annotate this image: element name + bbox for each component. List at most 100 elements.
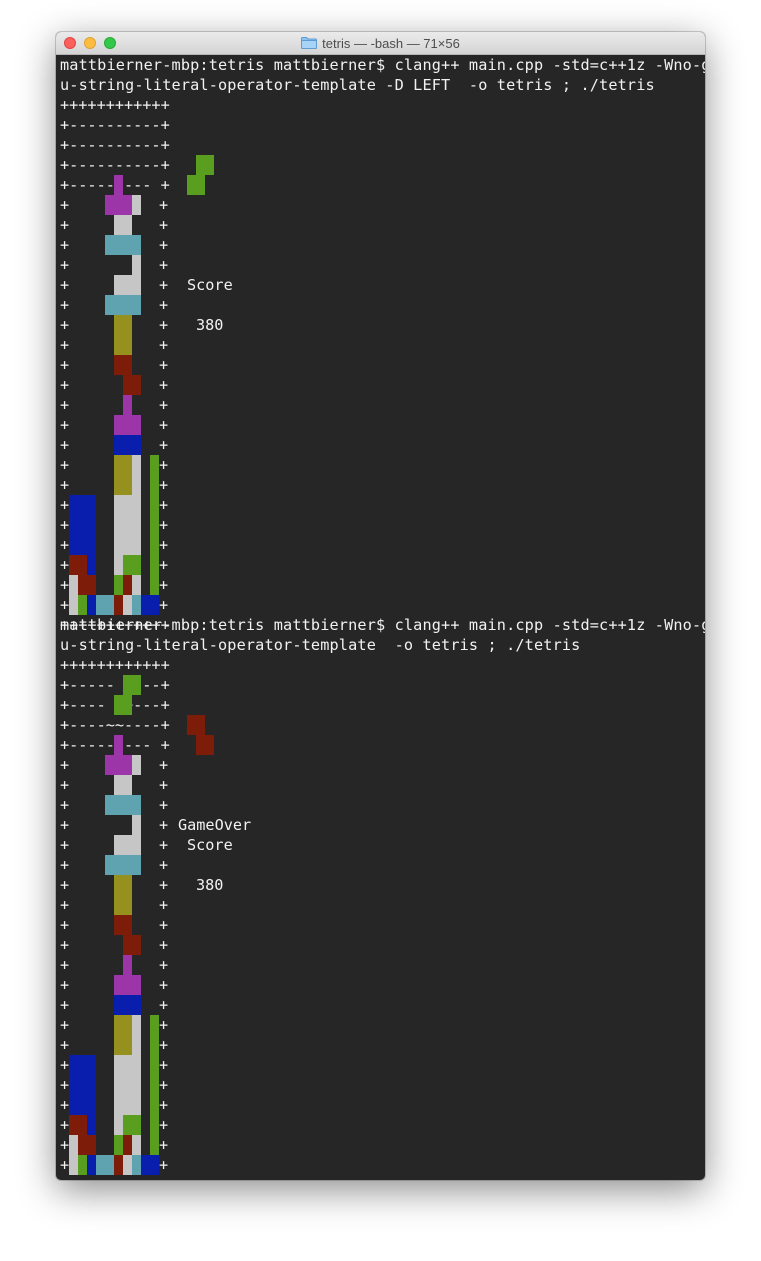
tetromino-block	[123, 235, 132, 255]
tetromino-block	[114, 895, 123, 915]
board-left-edge: +	[60, 816, 70, 834]
tetromino-block	[132, 675, 141, 695]
tetromino-block	[105, 235, 114, 255]
tetromino-block	[123, 875, 132, 895]
tetromino-block	[132, 415, 141, 435]
tetromino-block	[132, 255, 141, 275]
tetromino-block	[114, 1115, 123, 1135]
tetromino-block	[96, 595, 105, 615]
board-right-edge: +	[159, 236, 169, 254]
board-left-edge: +	[60, 376, 70, 394]
tetromino-block	[123, 955, 132, 975]
title-bar[interactable]: tetris — -bash — 71×56	[56, 32, 705, 55]
board-left-edge: +	[60, 436, 70, 454]
board-left-edge: +	[60, 356, 70, 374]
board-left-edge: +	[60, 1016, 70, 1034]
tetromino-block	[150, 475, 159, 495]
tetromino-block	[78, 535, 87, 555]
board-left-edge: +	[60, 456, 70, 474]
board-right-edge: +	[159, 296, 169, 314]
tetromino-block	[123, 1015, 132, 1035]
tetromino-block	[123, 795, 132, 815]
terminal-output[interactable]: mattbierner-mbp:tetris mattbierner$ clan…	[60, 55, 705, 1180]
tetromino-block	[114, 315, 123, 335]
close-button[interactable]	[64, 37, 76, 49]
tetromino-block	[114, 515, 123, 535]
board-left-edge: +	[60, 936, 70, 954]
tetromino-block	[114, 495, 123, 515]
tetromino-block	[87, 575, 96, 595]
board-left-edge: +	[60, 1156, 70, 1174]
tetromino-block	[114, 215, 123, 235]
board-left-edge: +	[60, 1136, 70, 1154]
tetromino-block	[123, 295, 132, 315]
window-title: tetris — -bash — 71×56	[322, 35, 460, 51]
tetromino-block	[123, 455, 132, 475]
board-right-edge: +	[159, 216, 169, 234]
board-left-edge: +	[60, 576, 70, 594]
board-left-edge: +	[60, 976, 70, 994]
tetromino-block	[123, 475, 132, 495]
board-left-edge: +	[60, 416, 70, 434]
tetromino-block	[105, 1155, 114, 1175]
tetromino-block	[123, 595, 132, 615]
board-left-edge: +	[60, 1056, 70, 1074]
tetromino-block	[196, 175, 205, 195]
board-right-edge: +	[159, 276, 169, 294]
board-right-edge: +	[159, 1076, 169, 1094]
tetromino-block	[69, 495, 78, 515]
tetromino-block	[114, 835, 123, 855]
tetromino-block	[69, 575, 78, 595]
tetromino-block	[114, 1015, 123, 1035]
tetromino-block	[78, 1115, 87, 1135]
zoom-button[interactable]	[104, 37, 116, 49]
tetromino-block	[132, 275, 141, 295]
tetromino-block	[105, 595, 114, 615]
tetromino-block	[78, 575, 87, 595]
board-left-edge: +	[60, 216, 70, 234]
tetromino-block	[69, 1075, 78, 1095]
tetromino-block	[96, 1155, 105, 1175]
tetromino-block	[132, 515, 141, 535]
tetromino-block	[132, 595, 141, 615]
tetromino-block	[114, 175, 123, 195]
tetromino-block	[150, 1095, 159, 1115]
minimize-button[interactable]	[84, 37, 96, 49]
board-left-edge: +	[60, 196, 70, 214]
tetromino-block	[114, 755, 123, 775]
tetromino-block	[187, 715, 196, 735]
tetromino-block	[132, 235, 141, 255]
command-line-wrap: u-string-literal-operator-template -o te…	[60, 636, 581, 654]
tetromino-block	[132, 375, 141, 395]
tetromino-block	[132, 1055, 141, 1075]
tetromino-block	[132, 495, 141, 515]
tetromino-block	[114, 1075, 123, 1095]
board-right-edge: +	[159, 336, 169, 354]
tetromino-block	[114, 235, 123, 255]
board-left-edge: +	[60, 516, 70, 534]
tetromino-block	[123, 675, 132, 695]
tetromino-block	[150, 1135, 159, 1155]
tetromino-block	[78, 1075, 87, 1095]
board-left-edge: +	[60, 476, 70, 494]
board-right-edge: +	[159, 856, 169, 874]
tetromino-block	[123, 935, 132, 955]
tetromino-block	[87, 1155, 96, 1175]
board-right-edge: +	[159, 556, 169, 574]
tetromino-block	[78, 515, 87, 535]
tetromino-block	[123, 895, 132, 915]
tetromino-block	[105, 195, 114, 215]
board-right-edge: +	[159, 836, 169, 854]
tetromino-block	[123, 415, 132, 435]
tetromino-block	[69, 1135, 78, 1155]
terminal-window[interactable]: tetris — -bash — 71×56 mattbierner-mbp:t…	[56, 32, 705, 1180]
board-hidden-row: +--------- +	[60, 736, 170, 754]
tetromino-block	[150, 1115, 159, 1135]
board-hidden-row: +--------- +	[60, 176, 170, 194]
board-right-edge: +	[159, 996, 169, 1014]
tetromino-block	[132, 1095, 141, 1115]
board-right-edge: +	[159, 416, 169, 434]
board-right-edge: +	[159, 376, 169, 394]
board-left-edge: +	[60, 596, 70, 614]
tetromino-block	[132, 535, 141, 555]
